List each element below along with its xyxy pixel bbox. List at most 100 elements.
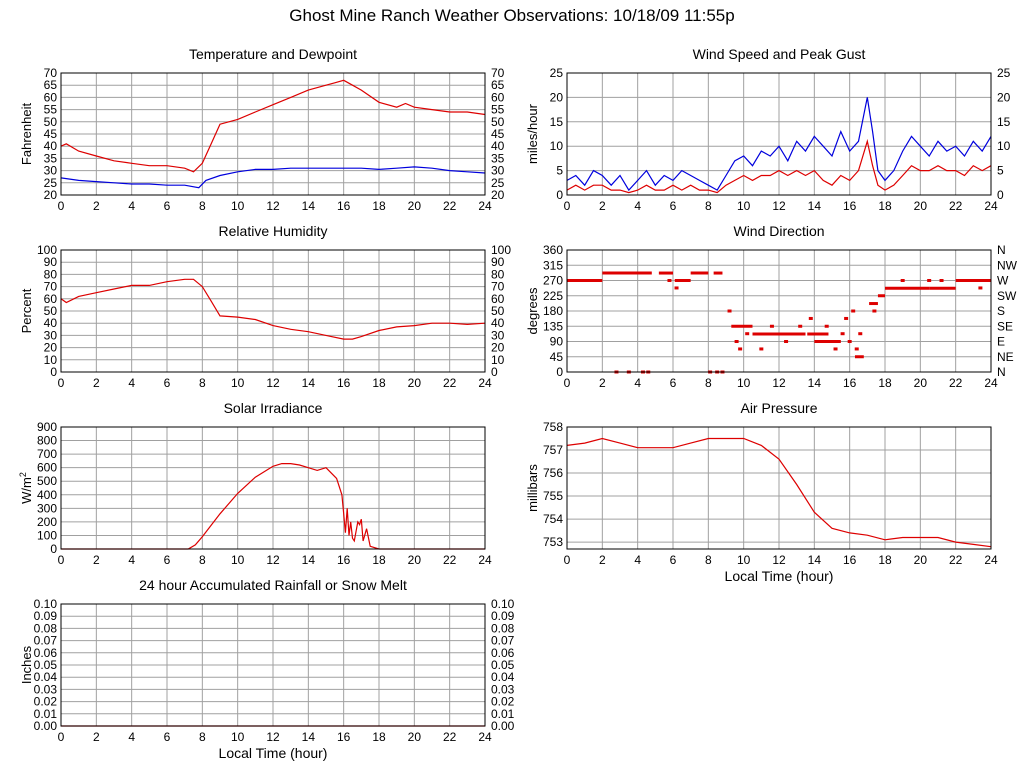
x-tick-label: 14 [302, 376, 316, 390]
x-tick-label: 10 [231, 730, 245, 744]
y-tick-label: 800 [37, 434, 57, 448]
y-tick-label: 30 [44, 164, 58, 178]
x-tick-label: 12 [772, 376, 786, 390]
direction-point [833, 347, 838, 351]
x-tick-label: 18 [878, 199, 892, 213]
x-tick-label: 24 [478, 553, 492, 567]
x-tick-label: 6 [164, 730, 171, 744]
y-tick-label: 755 [543, 489, 563, 503]
x-tick-label: 4 [128, 553, 135, 567]
y-right-tick-label: 0.08 [491, 621, 515, 635]
y-tick-label: 5 [556, 164, 563, 178]
x-tick-label: 2 [599, 553, 606, 567]
y-tick-label: 225 [543, 289, 563, 303]
x-tick-label: 6 [164, 553, 171, 567]
y-right-tick-label: S [997, 304, 1005, 318]
x-tick-label: 20 [914, 199, 928, 213]
y-tick-label: 0 [50, 365, 57, 379]
x-tick-label: 20 [408, 376, 422, 390]
series-line [60, 79, 486, 173]
y-axis-label: miles/hour [525, 103, 540, 164]
y-tick-label: 20 [44, 188, 58, 202]
x-tick-label: 24 [478, 199, 492, 213]
x-tick-label: 0 [58, 553, 65, 567]
x-tick-label: 16 [843, 376, 857, 390]
direction-point [854, 347, 859, 351]
plot-frame [566, 426, 992, 550]
direction-point [900, 279, 905, 282]
y-tick-label: 45 [44, 127, 58, 141]
x-tick-label: 12 [266, 730, 280, 744]
x-tick-label: 6 [670, 199, 677, 213]
x-tick-label: 16 [337, 730, 351, 744]
y-tick-label: 200 [37, 515, 57, 529]
x-tick-label: 20 [408, 199, 422, 213]
x-tick-label: 6 [670, 553, 677, 567]
y-tick-label: 50 [44, 304, 58, 318]
direction-point [927, 279, 932, 282]
x-tick-label: 14 [808, 553, 822, 567]
x-tick-label: 18 [372, 376, 386, 390]
y-tick-label: 40 [44, 139, 58, 153]
y-right-tick-label: 5 [997, 164, 1004, 178]
y-right-tick-label: NE [997, 350, 1014, 364]
x-tick-label: 6 [670, 376, 677, 390]
x-tick-label: 12 [772, 553, 786, 567]
y-tick-label: 360 [543, 243, 563, 257]
y-right-tick-label: 55 [491, 103, 505, 117]
x-tick-label: 22 [949, 553, 963, 567]
x-tick-label: 24 [984, 553, 998, 567]
y-tick-label: 50 [44, 115, 58, 129]
direction-point [674, 286, 679, 290]
y-tick-label: 500 [37, 474, 57, 488]
y-right-tick-label: 0.09 [491, 609, 515, 623]
y-right-tick-label: 0.02 [491, 695, 515, 709]
y-tick-label: 70 [44, 280, 58, 294]
x-axis-label: Local Time (hour) [219, 745, 328, 761]
x-tick-label: 6 [164, 199, 171, 213]
y-tick-label: 754 [543, 512, 563, 526]
x-tick-label: 10 [737, 199, 751, 213]
y-right-tick-label: 90 [491, 255, 505, 269]
x-tick-label: 4 [634, 376, 641, 390]
direction-point [738, 347, 743, 351]
x-tick-label: 16 [337, 553, 351, 567]
x-tick-label: 22 [443, 199, 457, 213]
x-tick-label: 16 [337, 199, 351, 213]
x-tick-label: 10 [231, 199, 245, 213]
y-right-tick-label: 70 [491, 280, 505, 294]
chart-title: Air Pressure [740, 400, 817, 416]
y-right-tick-label: 0.04 [491, 670, 515, 684]
y-tick-label: 0.01 [34, 707, 58, 721]
y-right-tick-label: 20 [491, 341, 505, 355]
plot-frame [60, 426, 486, 550]
y-tick-label: 756 [543, 466, 563, 480]
series-line [60, 278, 486, 340]
x-tick-label: 8 [199, 553, 206, 567]
y-right-tick-label: 30 [491, 164, 505, 178]
y-tick-label: 0.03 [34, 682, 58, 696]
direction-point [784, 340, 789, 343]
x-tick-label: 14 [808, 199, 822, 213]
y-right-tick-label: 0 [997, 188, 1004, 202]
x-tick-label: 20 [914, 376, 928, 390]
x-tick-label: 16 [843, 553, 857, 567]
direction-point [858, 332, 863, 336]
x-tick-label: 4 [634, 553, 641, 567]
y-tick-label: 0.10 [34, 597, 58, 611]
x-tick-label: 18 [878, 553, 892, 567]
chart-title: Temperature and Dewpoint [189, 46, 357, 62]
direction-point [815, 340, 820, 343]
y-right-tick-label: 70 [491, 66, 505, 80]
y-right-tick-label: 0.06 [491, 646, 515, 660]
series-line [60, 166, 486, 189]
x-tick-label: 8 [705, 376, 712, 390]
x-tick-label: 4 [634, 199, 641, 213]
y-right-tick-label: SE [997, 319, 1013, 333]
x-tick-label: 2 [599, 376, 606, 390]
y-right-tick-label: 20 [997, 90, 1011, 104]
